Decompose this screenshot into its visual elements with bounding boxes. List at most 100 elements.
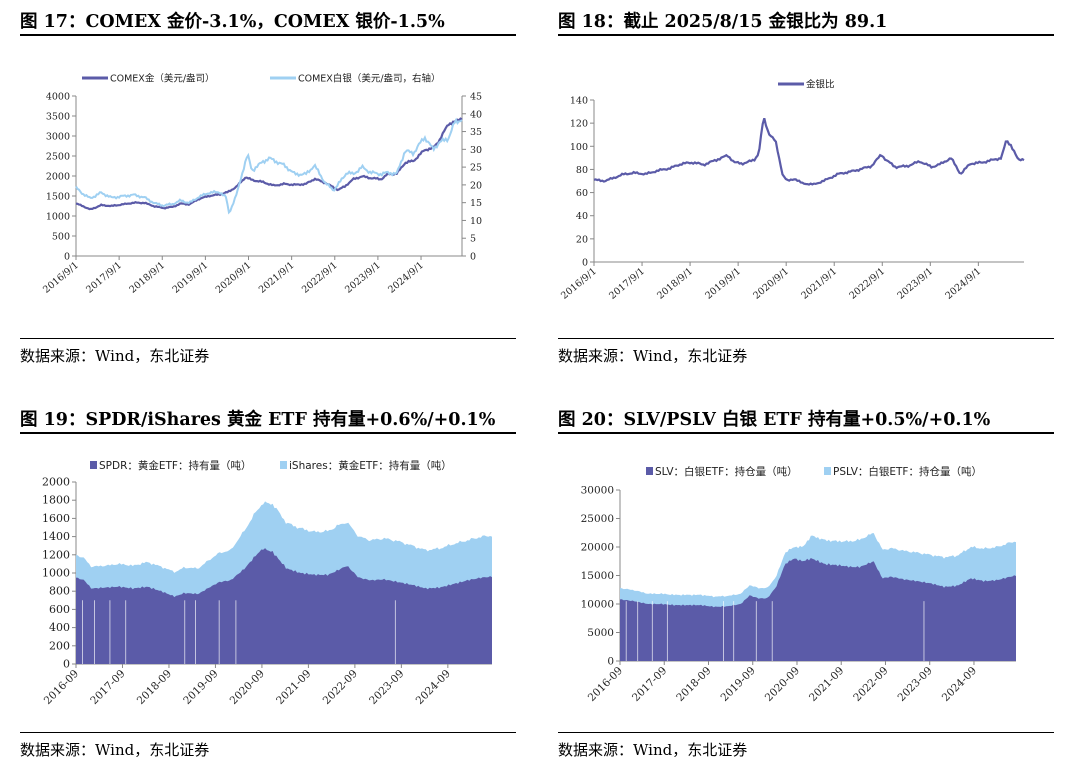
figure-17-chart: 0 500 1000 1500 2000 2500 3000 3500 4000 0 5 10 15 20… bbox=[41, 73, 482, 296]
x-tick-label: 2018/9/1 bbox=[655, 266, 695, 302]
x-tick-label: 2019/9/1 bbox=[703, 266, 743, 302]
y-tick-label-left: 25000 bbox=[581, 513, 614, 525]
y-tick-label-left: 400 bbox=[49, 621, 70, 634]
x-tick-label: 2020-09 bbox=[228, 668, 267, 707]
y-tick-label-left: 1200 bbox=[42, 548, 70, 561]
y-tick-label-right: 45 bbox=[470, 92, 482, 103]
figure-18-title: 图 18：截止 2025/8/15 金银比为 89.1 bbox=[558, 8, 1054, 36]
y-tick-label-left: 15000 bbox=[581, 570, 614, 582]
x-tick-label: 2021-09 bbox=[274, 668, 313, 707]
figure-17-title: 图 17：COMEX 金价-3.1%，COMEX 银价-1.5% bbox=[20, 8, 516, 36]
figure-17-source: 数据来源：Wind，东北证券 bbox=[20, 338, 516, 366]
y-tick-label-left: 0 bbox=[607, 656, 614, 668]
x-tick-label: 2017/9/1 bbox=[84, 260, 124, 296]
x-tick-label: 2016-09 bbox=[42, 668, 81, 707]
x-tick-label: 2021-09 bbox=[807, 665, 846, 704]
x-tick-label: 2021/9/1 bbox=[257, 260, 297, 296]
y-tick-label-left: 20000 bbox=[581, 542, 614, 554]
x-tick-label: 2023-09 bbox=[895, 665, 934, 704]
x-tick-label: 2024/9/1 bbox=[944, 266, 984, 302]
y-tick-label-left: 100 bbox=[570, 142, 588, 153]
y-tick-label-left: 3000 bbox=[46, 132, 70, 143]
legend-label-2: iShares：黄金ETF：持有量（吨） bbox=[289, 459, 452, 472]
legend-label-1: 金银比 bbox=[806, 79, 835, 91]
x-tick-label: 2016-09 bbox=[586, 665, 625, 704]
y-tick-label-left: 5000 bbox=[587, 627, 614, 639]
series-area-1 bbox=[76, 548, 492, 664]
figure-20-source: 数据来源：Wind，东北证券 bbox=[558, 732, 1054, 760]
legend-label-1: SPDR：黄金ETF：持有量（吨） bbox=[99, 459, 251, 472]
y-tick-label-left: 1800 bbox=[42, 494, 70, 507]
y-tick-label-right: 35 bbox=[470, 127, 482, 138]
x-tick-label: 2019-09 bbox=[181, 668, 220, 707]
y-tick-label-left: 2000 bbox=[42, 476, 70, 489]
x-tick-label: 2023/9/1 bbox=[343, 260, 383, 296]
x-tick-label: 2019/9/1 bbox=[171, 260, 211, 296]
y-tick-label-left: 4000 bbox=[46, 92, 70, 103]
x-tick-label: 2020/9/1 bbox=[751, 266, 791, 302]
y-tick-label-left: 800 bbox=[49, 585, 70, 598]
x-tick-label: 2017-09 bbox=[88, 668, 127, 707]
x-tick-label: 2019-09 bbox=[719, 665, 758, 704]
figure-18-source: 数据来源：Wind，东北证券 bbox=[558, 338, 1054, 366]
y-tick-label-left: 500 bbox=[52, 232, 70, 243]
x-tick-label: 2022/9/1 bbox=[300, 260, 340, 296]
y-tick-label-left: 20 bbox=[576, 234, 588, 245]
y-tick-label-left: 2500 bbox=[46, 152, 70, 163]
y-tick-label-left: 0 bbox=[64, 252, 70, 263]
y-tick-label-right: 30 bbox=[470, 145, 482, 156]
y-tick-label-right: 20 bbox=[470, 180, 482, 191]
x-tick-label: 2021/9/1 bbox=[799, 266, 839, 302]
x-tick-label: 2018-09 bbox=[674, 665, 713, 704]
figure-17-panel: 图 17：COMEX 金价-3.1%，COMEX 银价-1.5% 0 500 10 0… bbox=[20, 8, 516, 368]
figure-20-panel: 图 20：SLV/PSLV 白银 ETF 持有量+0.5%/+0.1% 0 500… bbox=[558, 406, 1054, 774]
legend-swatch-2 bbox=[824, 467, 831, 475]
y-tick-label-left: 1400 bbox=[42, 530, 70, 543]
y-tick-label-left: 10000 bbox=[581, 599, 614, 611]
figure-19-title: 图 19：SPDR/iShares 黄金 ETF 持有量+0.6%/+0.1% bbox=[20, 406, 516, 434]
legend-label-1: COMEX金（美元/盎司） bbox=[110, 73, 215, 85]
y-tick-label-right: 10 bbox=[470, 216, 482, 227]
x-tick-label: 2022-09 bbox=[321, 668, 360, 707]
y-tick-label-right: 0 bbox=[470, 252, 476, 263]
x-tick-label: 2018/9/1 bbox=[127, 260, 167, 296]
figure-20-title: 图 20：SLV/PSLV 白银 ETF 持有量+0.5%/+0.1% bbox=[558, 406, 1054, 434]
figure-19-panel: 图 19：SPDR/iShares 黄金 ETF 持有量+0.6%/+0.1% … bbox=[20, 406, 516, 774]
legend-label-2: COMEX白银（美元/盎司，右轴） bbox=[298, 73, 441, 85]
series-line-1 bbox=[75, 117, 463, 211]
legend-label-1: SLV：白银ETF：持仓量（吨） bbox=[655, 465, 798, 478]
x-tick-label: 2018-09 bbox=[135, 668, 174, 707]
y-tick-label-left: 0 bbox=[582, 258, 588, 269]
y-tick-label-left: 2000 bbox=[46, 172, 70, 183]
x-tick-label: 2024-09 bbox=[940, 665, 979, 704]
legend-swatch-2 bbox=[280, 461, 287, 469]
series-line-2 bbox=[75, 117, 463, 215]
x-tick-label: 2023-09 bbox=[367, 668, 406, 707]
y-tick-label-left: 40 bbox=[576, 211, 588, 222]
y-tick-label-left: 0 bbox=[63, 658, 70, 671]
y-tick-label-left: 80 bbox=[576, 165, 588, 176]
x-tick-label: 2016/9/1 bbox=[41, 260, 81, 296]
y-tick-label-left: 1600 bbox=[42, 512, 70, 525]
y-tick-label-right: 15 bbox=[470, 198, 482, 209]
x-tick-label: 2022-09 bbox=[851, 665, 890, 704]
y-tick-label-right: 25 bbox=[470, 163, 482, 174]
series-line-1 bbox=[593, 118, 1025, 186]
y-tick-label-left: 60 bbox=[576, 188, 588, 199]
y-tick-label-left: 30000 bbox=[581, 485, 614, 497]
figure-19-source: 数据来源：Wind，东北证券 bbox=[20, 732, 516, 760]
figure-19-chart: 0 200 400 600 800 1000 1200 1400 1600 1800 2000 201… bbox=[42, 459, 492, 707]
y-tick-label-left: 140 bbox=[570, 96, 588, 107]
series-area-1 bbox=[620, 558, 1016, 661]
x-tick-label: 2024-09 bbox=[414, 668, 453, 707]
x-tick-label: 2016/9/1 bbox=[559, 266, 599, 302]
legend-swatch-1 bbox=[90, 461, 97, 469]
y-tick-label-left: 1500 bbox=[46, 192, 70, 203]
y-tick-label-left: 200 bbox=[49, 639, 70, 652]
x-tick-label: 2020/9/1 bbox=[214, 260, 254, 296]
figure-20-chart: 0 5000 10000 15000 20000 25000 30000 2016-09 201… bbox=[581, 465, 1016, 704]
figure-18-panel: 图 18：截止 2025/8/15 金银比为 89.1 0 20 40 60 80 100… bbox=[558, 8, 1054, 368]
y-tick-label-left: 120 bbox=[570, 119, 588, 130]
y-tick-label-left: 1000 bbox=[42, 567, 70, 580]
y-tick-label-left: 600 bbox=[49, 603, 70, 616]
